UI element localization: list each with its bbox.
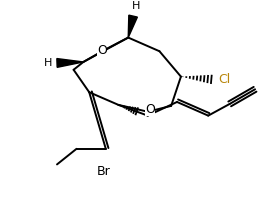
Text: H: H [132,1,140,11]
Polygon shape [57,59,83,67]
Text: O: O [97,44,107,57]
Polygon shape [128,15,138,38]
Text: O: O [145,103,155,116]
Text: H: H [44,58,52,68]
Text: Br: Br [97,165,111,178]
Text: Cl: Cl [218,73,230,86]
